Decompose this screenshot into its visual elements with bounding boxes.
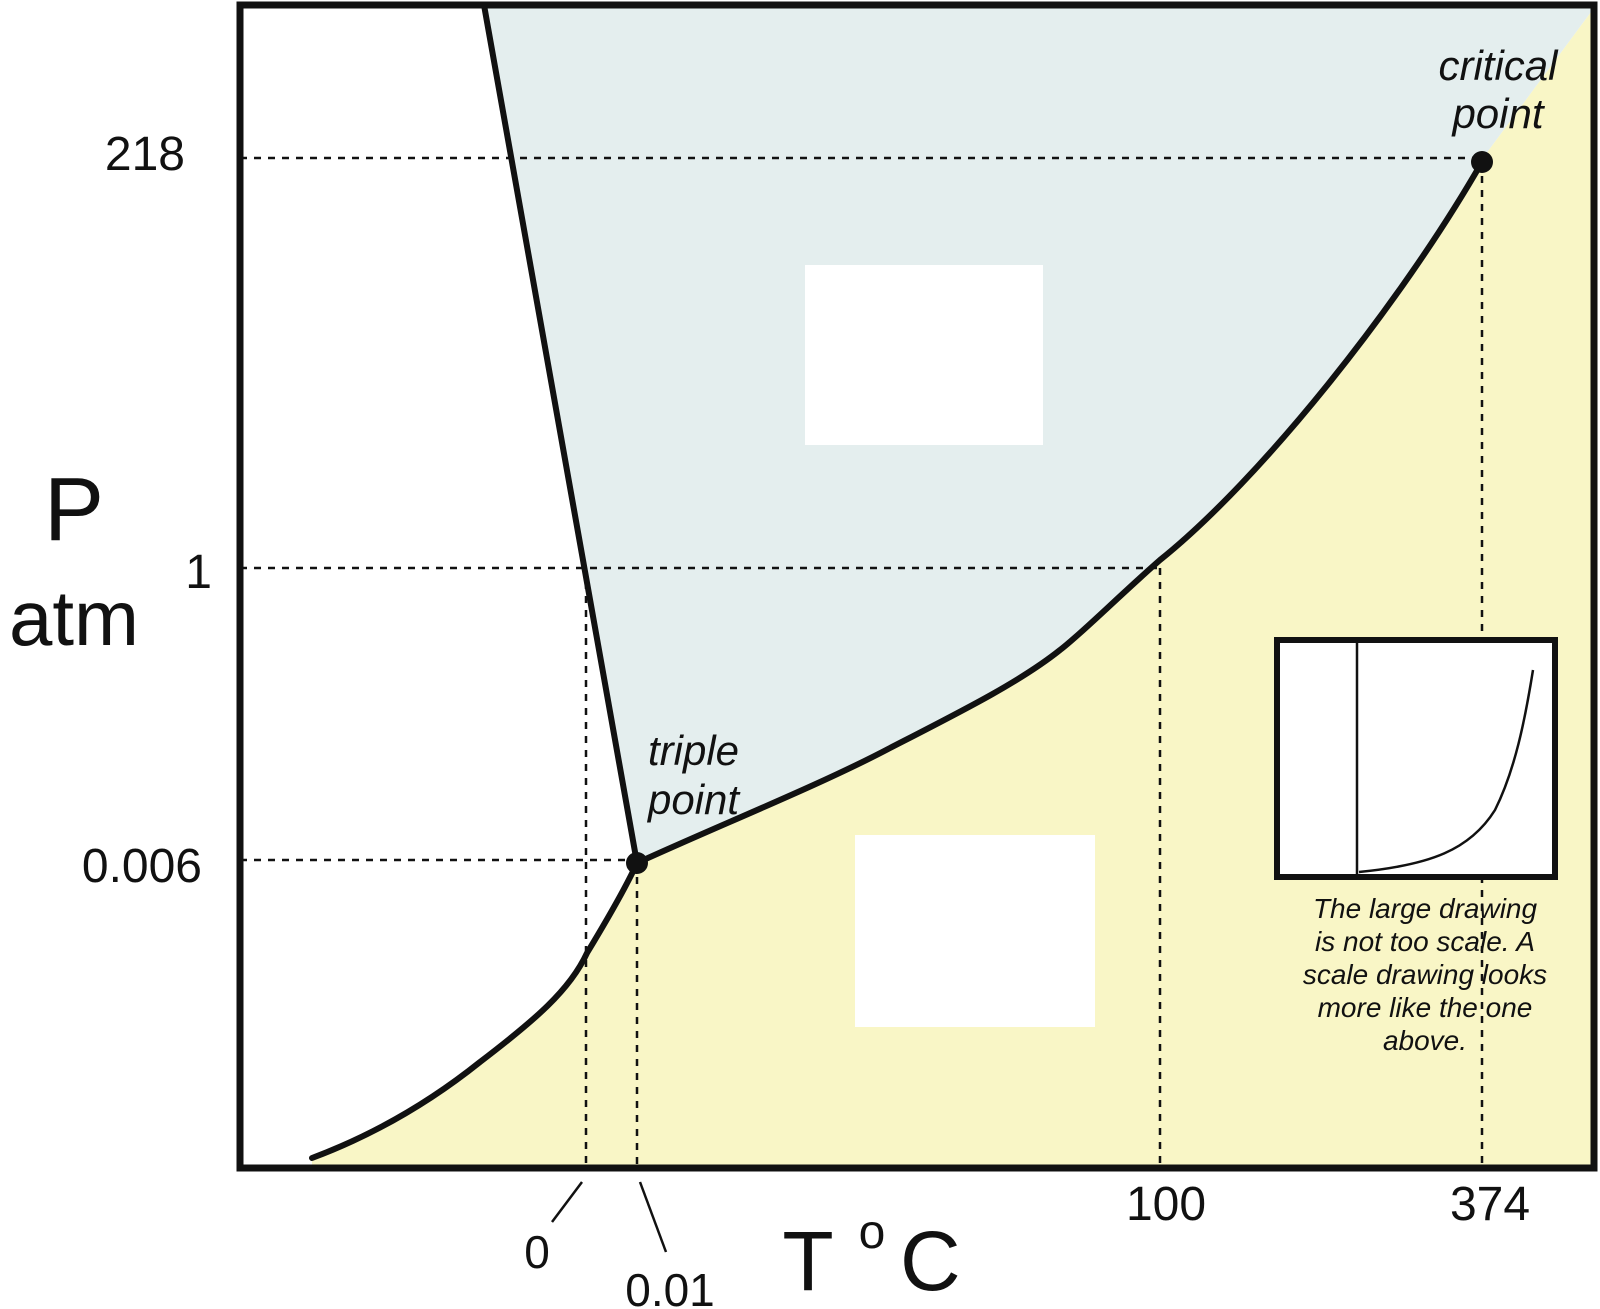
liquid-vapor-boundary [634,159,1485,866]
inset-frame [1274,637,1558,880]
x-axis-unit-degree: o [859,1206,886,1259]
plot-frame [236,1,1598,1172]
solid-vapor-boundary [309,860,640,1161]
critical-point-label: critical [1438,42,1559,89]
x-tick-label: 0 [524,1226,550,1278]
inset-note-line: more like the one [1318,992,1533,1023]
inset-note-line: scale drawing looks [1303,959,1547,990]
inset-note: The large drawing is not too scale. A sc… [1303,893,1547,1056]
x-axis-unit: C [900,1214,961,1308]
inset-scale-drawing [1274,637,1558,880]
triple-point-label: point [646,776,741,823]
leader-line-t-0 [551,1181,583,1223]
triple-point-marker [626,852,648,874]
inset-note-line: is not too scale. A [1315,926,1535,957]
y-tick-label: 1 [185,546,212,599]
x-tick-label: 100 [1126,1178,1206,1231]
leader-line-t-001 [638,1181,668,1253]
inset-note-line: above. [1383,1025,1467,1056]
x-tick-label: 374 [1450,1178,1530,1231]
y-axis-label: P [44,460,104,560]
triple-point-label: triple [648,727,739,774]
solid-liquid-boundary [481,2,640,866]
label-box-liquid [805,265,1043,445]
y-tick-label: 218 [105,128,185,181]
y-axis-unit: atm [9,574,139,662]
label-box-vapor [855,835,1095,1027]
reference-lines [240,156,1484,1168]
inset-note-line: The large drawing [1313,893,1538,924]
critical-point-label: point [1450,90,1545,137]
critical-point-marker [1471,151,1493,173]
x-axis-label: T [782,1214,833,1308]
phase-boundaries [309,2,1485,1161]
inset-vapor-curve [1358,669,1535,874]
y-tick-label: 0.006 [82,840,202,893]
x-tick-label: 0.01 [625,1264,715,1309]
